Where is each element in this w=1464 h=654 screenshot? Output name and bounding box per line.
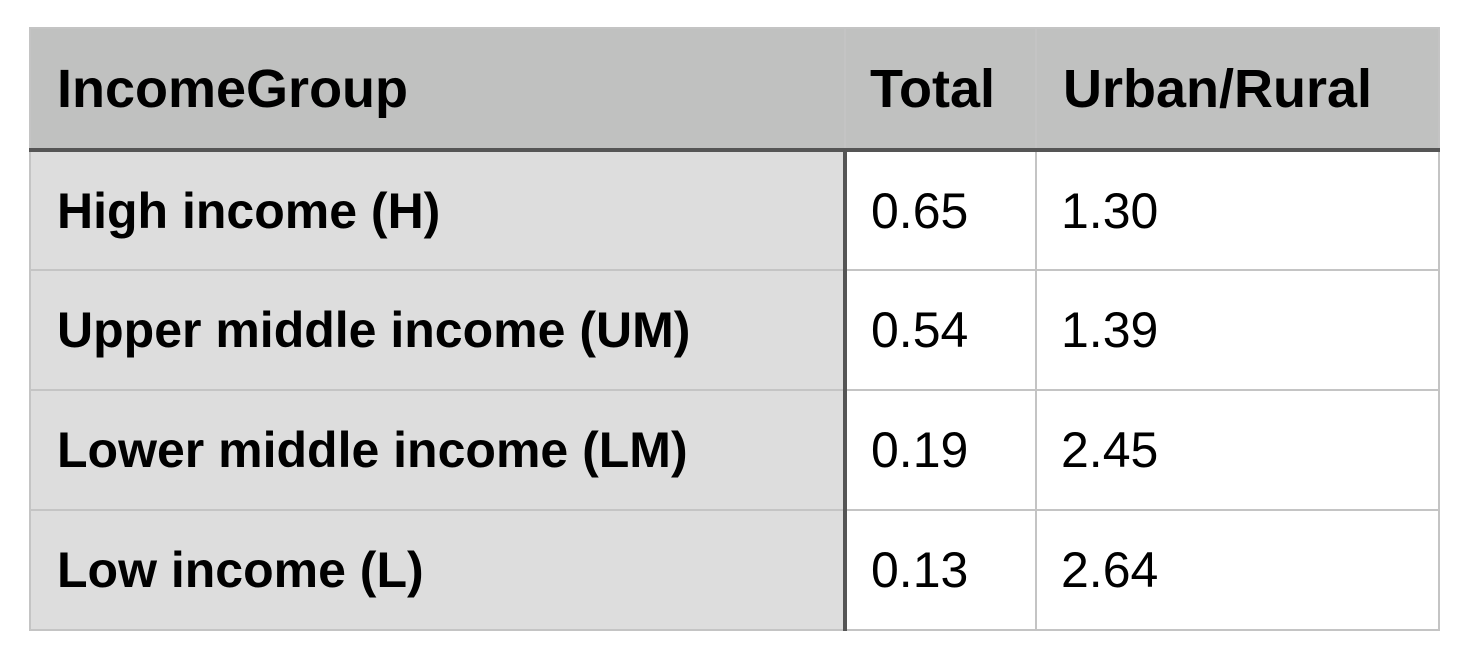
cell-total-upper-middle-income: 0.54 [844, 269, 1037, 391]
header-urban-rural: Urban/Rural [1035, 27, 1440, 152]
cell-urban-rural-lower-middle-income: 2.45 [1035, 389, 1440, 511]
row-label-upper-middle-income: Upper middle income (UM) [29, 269, 847, 391]
header-income-group: IncomeGroup [29, 27, 846, 152]
table-row: High income (H) 0.65 1.30 [29, 149, 1440, 271]
table-header-row: IncomeGroup Total Urban/Rural [29, 27, 1440, 152]
table-row: Lower middle income (LM) 0.19 2.45 [29, 389, 1440, 511]
table-row: Upper middle income (UM) 0.54 1.39 [29, 269, 1440, 391]
cell-urban-rural-low-income: 2.64 [1035, 509, 1440, 631]
cell-urban-rural-high-income: 1.30 [1035, 149, 1440, 271]
cell-urban-rural-upper-middle-income: 1.39 [1035, 269, 1440, 391]
cell-total-high-income: 0.65 [844, 149, 1037, 271]
table-row: Low income (L) 0.13 2.64 [29, 509, 1440, 631]
header-total: Total [844, 27, 1037, 152]
income-group-table: IncomeGroup Total Urban/Rural High incom… [29, 27, 1440, 631]
cell-total-lower-middle-income: 0.19 [844, 389, 1037, 511]
cell-total-low-income: 0.13 [844, 509, 1037, 631]
row-label-lower-middle-income: Lower middle income (LM) [29, 389, 847, 511]
row-label-high-income: High income (H) [29, 149, 847, 271]
row-label-low-income: Low income (L) [29, 509, 847, 631]
